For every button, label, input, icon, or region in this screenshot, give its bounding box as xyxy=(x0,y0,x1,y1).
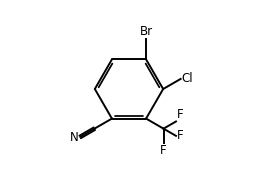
Text: F: F xyxy=(177,108,183,121)
Text: F: F xyxy=(160,144,167,157)
Text: N: N xyxy=(70,131,79,144)
Text: F: F xyxy=(177,129,183,142)
Text: Br: Br xyxy=(140,25,153,38)
Text: Cl: Cl xyxy=(181,72,193,85)
